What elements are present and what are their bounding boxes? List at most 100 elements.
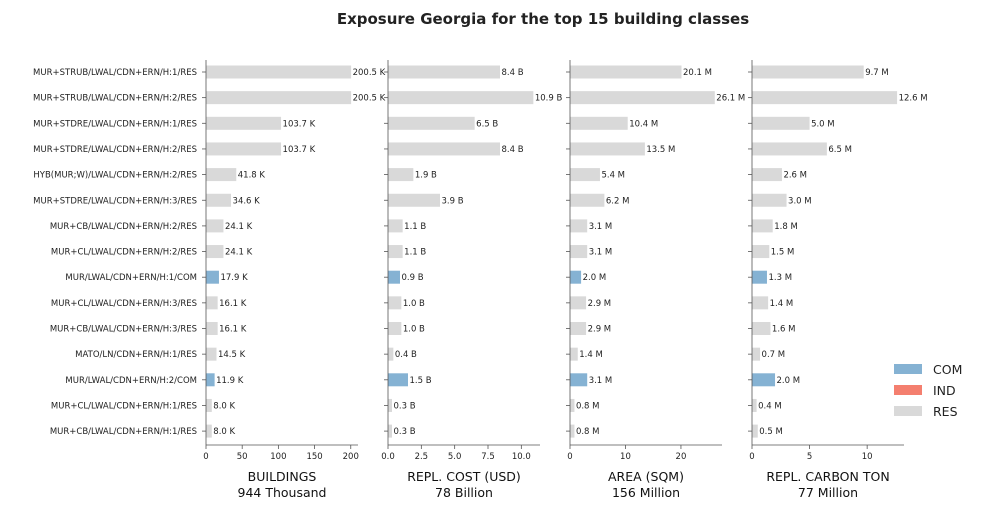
bar [752,142,827,156]
legend-item-com: COM [894,362,962,377]
bar [388,398,392,412]
bar [752,270,767,284]
bar [206,142,282,156]
x-tick-label: 0 [203,452,208,462]
bar [388,296,402,310]
bar [752,347,761,361]
data-label: 103.7 K [283,145,316,155]
category-label: MUR+CL/LWAL/CDN+ERN/H:1/RES [51,401,197,411]
data-label: 1.5 B [410,376,432,386]
data-label: 0.7 M [762,350,786,360]
data-label: 6.5 M [828,145,852,155]
data-label: 34.6 K [233,196,261,206]
data-label: 11.9 K [216,376,244,386]
data-label: 1.1 B [404,222,426,232]
x-axis-total: 944 Thousand [238,485,327,500]
data-label: 0.5 M [759,427,783,437]
bar [388,373,408,387]
data-label: 2.0 M [583,273,607,283]
x-tick-label: 150 [306,452,322,462]
x-tick-label: 0 [749,452,754,462]
legend-swatch [894,406,922,416]
bar [570,373,588,387]
data-label: 2.0 M [777,376,801,386]
data-label: 1.5 M [771,248,795,258]
x-tick-label: 50 [237,452,248,462]
bar [752,219,773,233]
bar [570,91,715,105]
data-label: 13.5 M [646,145,675,155]
data-label: 1.0 B [403,325,425,335]
legend-item-res: RES [894,404,958,419]
bar [388,347,394,361]
data-label: 3.9 B [442,196,464,206]
bar [388,168,414,182]
data-label: 3.0 M [788,196,812,206]
data-label: 8.4 B [502,68,524,78]
legend-item-ind: IND [894,383,956,398]
bar [388,91,534,105]
bar [206,322,218,335]
data-label: 6.2 M [606,196,630,206]
data-label: 2.9 M [588,325,612,335]
bar [570,219,588,233]
data-label: 8.0 K [213,401,235,411]
data-label: 17.9 K [220,273,248,283]
data-label: 8.4 B [502,145,524,155]
data-label: 3.1 M [589,248,613,258]
bar [206,373,215,387]
bar [206,347,217,361]
data-label: 103.7 K [283,119,316,129]
category-label: MUR+STDRE/LWAL/CDN+ERN/H:2/RES [33,145,197,155]
category-label: MUR+CB/LWAL/CDN+ERN/H:2/RES [50,222,197,232]
data-label: 6.5 B [476,119,498,129]
data-label: 200.5 K [353,68,386,78]
bar [752,65,864,79]
data-label: 12.6 M [899,94,928,104]
category-label: MUR+CB/LWAL/CDN+ERN/H:1/RES [50,427,197,437]
bar [570,347,578,361]
category-label: MUR+STRUB/LWAL/CDN+ERN/H:2/RES [33,94,197,104]
bar [570,193,605,207]
bar [752,424,758,438]
category-label: HYB(MUR;W)/LWAL/CDN+ERN/H:2/RES [33,171,197,181]
data-label: 0.4 M [758,401,782,411]
x-tick-label: 2.5 [415,452,429,462]
bar [752,245,770,259]
data-label: 0.9 B [402,273,424,283]
panel-4: 9.7 M 12.6 M 5.0 M 6.5 M 2.6 M 3.0 M 1.8 M 1.5 … [748,60,928,500]
data-label: 5.4 M [601,171,625,181]
legend-swatch [894,364,922,374]
panel-2: 8.4 B 10.9 B 6.5 B 8.4 B 1.9 B 3.9 B 1.1 B 1.1 … [381,60,562,500]
data-label: 1.4 M [770,299,794,309]
data-label: 0.8 M [576,427,600,437]
bar [388,116,475,130]
category-label: MUR+STDRE/LWAL/CDN+ERN/H:1/RES [33,119,197,129]
bar [206,296,218,310]
bar [570,116,628,130]
x-tick-label: 10.0 [512,452,531,462]
data-label: 10.4 M [629,119,658,129]
data-label: 1.1 B [404,248,426,258]
bar [206,65,352,79]
bar [388,193,440,207]
x-tick-label: 5 [807,452,812,462]
data-label: 3.1 M [589,376,613,386]
bar [206,245,224,259]
data-label: 1.3 M [768,273,792,283]
data-label: 1.6 M [772,325,796,335]
category-label: MUR/LWAL/CDN+ERN/H:1/COM [65,273,197,283]
bar [206,91,352,105]
bar [206,398,212,412]
bar [570,168,600,182]
chart-panels: 200.5 K 200.5 K 103.7 K 103.7 K 41.8 K 34.6 K… [203,60,928,500]
data-label: 26.1 M [716,94,745,104]
data-label: 2.6 M [783,171,807,181]
data-label: 1.0 B [403,299,425,309]
data-label: 2.9 M [588,299,612,309]
bar [206,116,282,130]
bar [388,219,403,233]
data-label: 1.8 M [774,222,798,232]
